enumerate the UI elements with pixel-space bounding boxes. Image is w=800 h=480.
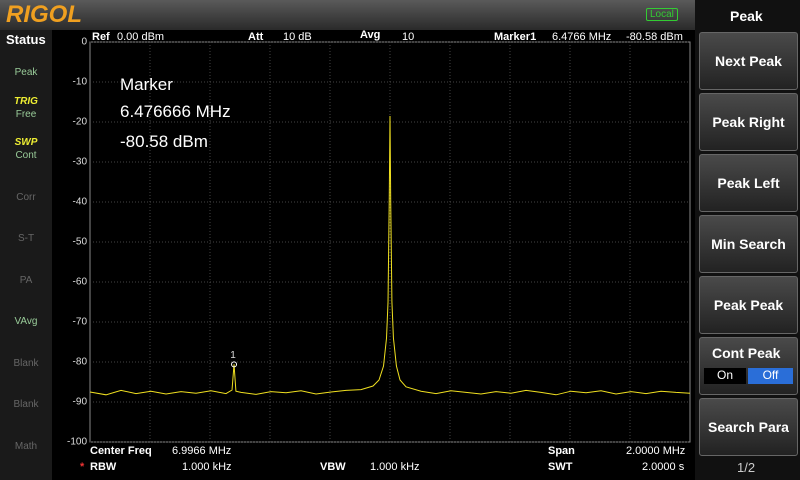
status-icon — [2, 179, 50, 192]
softkey[interactable]: Search Para — [699, 398, 798, 456]
marker-point — [231, 361, 238, 368]
y-tick-label: -60 — [73, 277, 88, 288]
rbw-label: RBW — [90, 461, 117, 473]
status-label: Corr — [16, 191, 36, 203]
status-item: Math — [2, 428, 50, 468]
avg-value: 10 — [402, 31, 415, 43]
marker-freq: 6.4766 MHz — [552, 31, 612, 43]
y-tick-label: -90 — [73, 397, 88, 408]
status-label: Blank — [13, 399, 39, 410]
y-tick-label: -20 — [73, 117, 88, 128]
status-icon — [2, 345, 50, 358]
status-item: Peak — [2, 54, 50, 94]
status-label: Cont — [15, 150, 37, 161]
span-label: Span — [548, 445, 575, 457]
ref-label: Ref — [92, 31, 110, 43]
softkey[interactable]: Peak Right — [699, 93, 798, 151]
status-label: VAvg — [14, 316, 38, 327]
avg-label: Avg — [360, 29, 381, 41]
annotation-title: Marker — [120, 75, 173, 94]
softkey[interactable]: Next Peak — [699, 32, 798, 90]
y-tick-label: -30 — [73, 157, 88, 168]
status-icon — [2, 262, 50, 275]
toggle-on[interactable]: On — [704, 368, 746, 384]
status-item: Blank — [2, 345, 50, 385]
status-icon — [2, 220, 50, 233]
vbw-value: 1.000 kHz — [370, 461, 420, 473]
status-item: Corr — [2, 179, 50, 219]
status-item: VAvg — [2, 303, 50, 343]
ref-value: 0.00 dBm — [117, 31, 165, 43]
marker-id: 1 — [230, 350, 236, 361]
status-item: TRIG Free — [2, 96, 50, 136]
softkey[interactable]: Min Search — [699, 215, 798, 273]
rbw-star: * — [80, 461, 85, 473]
page-indicator: 1/2 — [737, 460, 756, 475]
annotation-level: -80.58 dBm — [120, 132, 208, 151]
swt-value: 2.0000 s — [642, 461, 685, 473]
sidebar — [0, 30, 52, 480]
y-tick-label: -50 — [73, 237, 88, 248]
swt-label: SWT — [548, 461, 573, 473]
att-value: 10 dB — [283, 31, 312, 43]
center-label: Center Freq — [90, 445, 152, 457]
remote-status: Local — [646, 8, 678, 21]
spectrum-plot: 0 -10 -20 -30 -40 -50 -60 -70 -80 -90 -100 1 — [67, 37, 691, 448]
toggle-label: Cont Peak — [712, 345, 781, 361]
brand: RIGOL — [6, 1, 82, 28]
status-icon — [2, 386, 50, 399]
softkey[interactable]: Peak Peak — [699, 276, 798, 334]
att-label: Att — [248, 31, 264, 43]
status-item: Blank — [2, 386, 50, 426]
status-item: SWP Cont — [2, 137, 50, 177]
status-label: Free — [15, 108, 37, 120]
sidebar-title: Status — [6, 32, 46, 47]
y-tick-label: -70 — [73, 317, 88, 328]
span-value: 2.0000 MHz — [626, 445, 686, 457]
status-label: Math — [14, 440, 38, 452]
status-label: Peak — [14, 67, 38, 78]
rbw-value: 1.000 kHz — [182, 461, 232, 473]
y-tick-label: 0 — [81, 37, 87, 48]
softkey[interactable]: Peak Left — [699, 154, 798, 212]
status-label: PA — [19, 274, 33, 286]
status-icon: TRIG — [14, 95, 38, 107]
center-value: 6.9966 MHz — [172, 445, 232, 457]
y-tick-label: -100 — [67, 437, 87, 448]
status-label: Blank — [13, 357, 39, 369]
annotation-freq: 6.476666 MHz — [120, 102, 231, 121]
softkey-toggle-box — [699, 337, 798, 395]
status-item: PA — [2, 262, 50, 302]
header — [0, 0, 695, 30]
spectrum-trace — [89, 115, 691, 396]
y-tick-label: -40 — [73, 197, 88, 208]
toggle-off[interactable]: Off — [748, 368, 793, 384]
status-icon — [2, 303, 50, 316]
status-icon — [2, 428, 50, 441]
status-icon — [2, 54, 50, 67]
y-tick-label: -80 — [73, 357, 88, 368]
status-item: S-T — [2, 220, 50, 260]
marker-level: -80.58 dBm — [626, 31, 683, 43]
y-tick-label: -10 — [73, 77, 88, 88]
menu-title: Peak — [730, 8, 763, 24]
status-label: S-T — [17, 233, 35, 244]
marker-label: Marker1 — [494, 31, 537, 43]
status-icon: SWP — [14, 137, 38, 148]
vbw-label: VBW — [320, 461, 346, 473]
